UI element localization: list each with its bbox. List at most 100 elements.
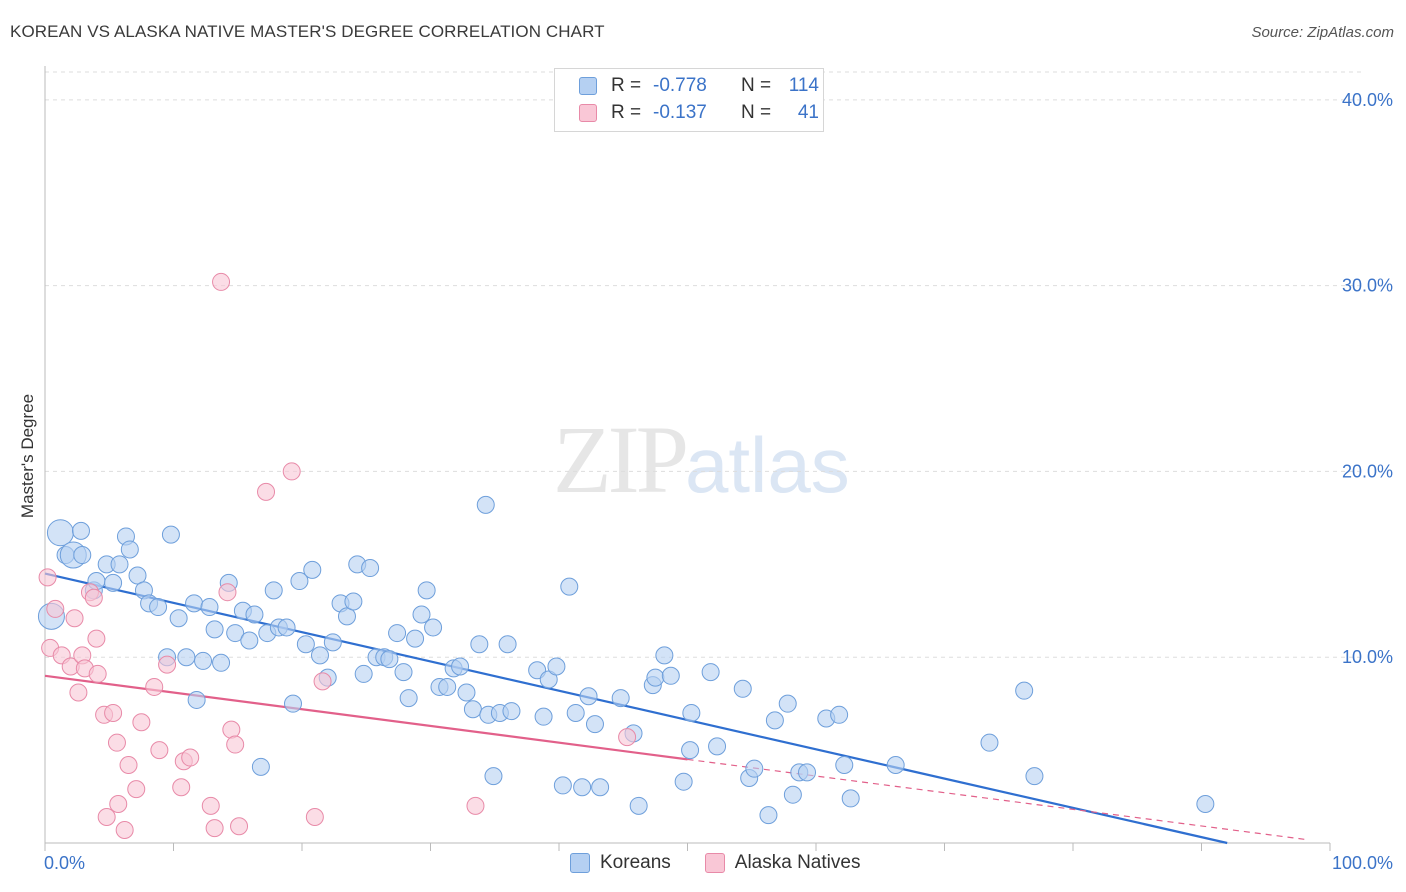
koreans-point-40: [303, 560, 322, 579]
koreans-point-53: [388, 624, 407, 643]
alaska-natives-point-16: [107, 733, 126, 752]
alaska-natives-swatch: [579, 104, 597, 122]
koreans-point-88: [646, 668, 665, 687]
koreans-point-82: [585, 715, 604, 734]
koreans-point-19: [169, 609, 188, 628]
koreans-point-95: [708, 737, 727, 756]
koreans-point-45: [337, 607, 356, 626]
alaska-natives-point-21: [132, 713, 151, 732]
koreans-point-76: [547, 657, 566, 676]
koreans-point-5: [73, 546, 92, 565]
source-label: Source: ZipAtlas.com: [1251, 24, 1394, 41]
alaska-natives-point-28: [201, 796, 220, 815]
alaska-natives-n-value: 41: [797, 102, 819, 123]
koreans-n-value: 114: [788, 75, 819, 96]
koreans-point-99: [759, 806, 778, 825]
alaska-natives-point-0: [38, 568, 57, 587]
alaska-natives-point-39: [466, 796, 485, 815]
koreans-point-91: [674, 772, 693, 791]
alaska-natives-point-23: [150, 741, 169, 760]
stats-legend: R = -0.778 N = 114 R = -0.137 N = 41: [554, 68, 824, 132]
koreans-point-92: [681, 741, 700, 760]
n-label: N =: [741, 75, 772, 96]
koreans-point-83: [591, 778, 610, 797]
koreans-point-38: [290, 572, 309, 591]
alaska-natives-legend-swatch: [704, 853, 725, 873]
alaska-natives-point-34: [230, 817, 249, 836]
koreans-point-20: [177, 648, 196, 667]
x-tick-label-0: 0.0%: [44, 853, 85, 873]
alaska-natives-point-11: [87, 629, 106, 648]
legend-item-alaska-natives[interactable]: Alaska Natives: [704, 852, 861, 874]
koreans-point-16: [149, 598, 168, 617]
koreans-point-28: [226, 624, 245, 643]
koreans-point-13: [128, 566, 147, 585]
watermark-atlas: atlas: [685, 421, 850, 509]
koreans-point-107: [835, 755, 854, 774]
koreans-point-102: [783, 785, 802, 804]
alaska-natives-point-2: [46, 599, 65, 618]
koreans-point-18: [161, 525, 180, 544]
koreans-point-108: [841, 789, 860, 808]
alaska-natives-point-27: [181, 748, 200, 767]
koreans-point-89: [655, 646, 674, 665]
koreans-point-74: [534, 707, 553, 726]
koreans-point-93: [682, 703, 701, 722]
koreans-point-64: [457, 683, 476, 702]
n-label: N =: [741, 102, 772, 123]
koreans-point-58: [417, 581, 436, 600]
koreans-point-41: [310, 646, 329, 665]
alaska-natives-point-20: [127, 780, 146, 799]
koreans-point-110: [980, 733, 999, 752]
koreans-point-77: [553, 776, 572, 795]
koreans-point-46: [344, 592, 363, 611]
koreans-point-30: [240, 631, 259, 650]
koreans-swatch: [579, 77, 597, 95]
koreans-point-112: [1025, 767, 1044, 786]
y-tick-label-20: 20.0%: [1342, 461, 1393, 481]
koreans-point-39: [296, 635, 315, 654]
alaska-natives-point-36: [282, 462, 301, 481]
watermark: ZIPatlas: [553, 404, 850, 515]
alaska-natives-point-24: [158, 655, 177, 674]
koreans-point-106: [830, 705, 849, 724]
alaska-natives-point-14: [97, 807, 116, 826]
koreans-point-26: [212, 653, 231, 672]
koreans-point-98: [745, 759, 764, 778]
koreans-point-25: [205, 620, 224, 639]
axis-layer: [44, 66, 1331, 851]
koreans-point-32: [251, 757, 270, 776]
koreans-r-value: -0.778: [653, 75, 707, 96]
y-tick-label-40: 40.0%: [1342, 90, 1393, 110]
koreans-point-67: [476, 495, 495, 514]
series-legend: Koreans Alaska Natives: [570, 852, 894, 874]
koreans-point-80: [573, 778, 592, 797]
koreans-point-21: [185, 594, 204, 613]
legend-item-koreans[interactable]: Koreans: [570, 852, 671, 874]
alaska-natives-point-33: [226, 735, 245, 754]
koreans-point-23: [194, 651, 213, 670]
alaska-natives-point-15: [104, 703, 123, 722]
koreans-point-1: [46, 519, 74, 547]
koreans-point-84: [611, 689, 630, 708]
koreans-point-81: [579, 687, 598, 706]
alaska-natives-point-5: [65, 609, 84, 628]
alaska-natives-point-37: [305, 807, 324, 826]
alaska-natives-r-value: -0.137: [653, 102, 707, 123]
koreans-legend-swatch: [570, 853, 590, 873]
alaska-natives-point-32: [222, 720, 241, 739]
koreans-point-101: [778, 694, 797, 713]
legend-row-alaska-natives: R = -0.137 N = 41: [579, 101, 819, 125]
alaska-natives-point-6: [69, 683, 88, 702]
trend-layer: [44, 572, 1305, 845]
r-label: R =: [611, 102, 642, 123]
koreans-point-9: [104, 573, 123, 592]
koreans-point-61: [438, 677, 457, 696]
r-label: R =: [611, 75, 642, 96]
koreans-point-96: [733, 679, 752, 698]
koreans-point-49: [361, 559, 380, 578]
chart-title: KOREAN VS ALASKA NATIVE MASTER'S DEGREE …: [10, 22, 605, 41]
koreans-point-72: [502, 702, 521, 721]
koreans-point-78: [560, 577, 579, 596]
alaska-natives-legend-label: Alaska Natives: [734, 852, 861, 873]
